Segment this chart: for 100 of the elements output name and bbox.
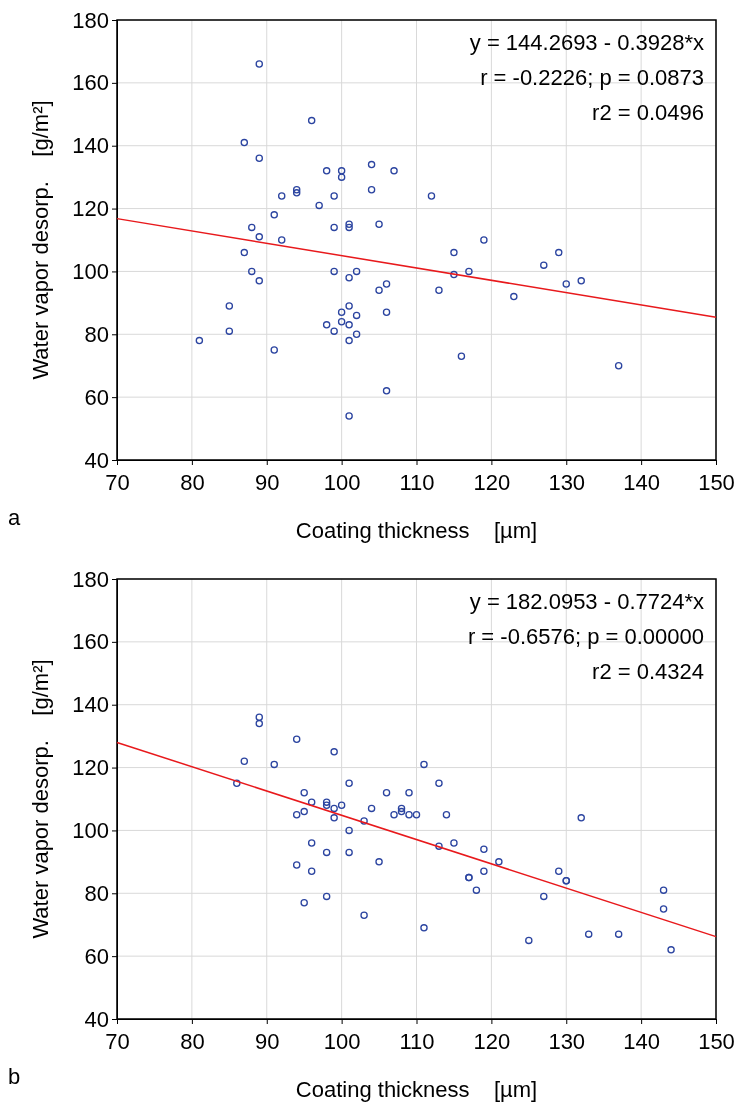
point: [300, 807, 308, 816]
point: [435, 286, 443, 295]
point: [577, 277, 585, 285]
point: [480, 845, 488, 854]
point: [375, 286, 383, 295]
x-tick-label: 90: [255, 1029, 280, 1054]
point: [390, 810, 398, 819]
point: [255, 154, 263, 163]
point: [450, 270, 458, 279]
point: [322, 801, 331, 810]
point: [307, 116, 316, 125]
point: [225, 302, 234, 310]
point: [405, 810, 413, 819]
x-tick-label: 110: [399, 470, 435, 495]
y-tick-label: 120: [72, 196, 109, 222]
point: [270, 211, 278, 219]
annotation: y = 182.0953 - 0.7724*x: [469, 589, 704, 614]
point: [614, 930, 623, 938]
point: [300, 788, 308, 797]
x-tick-label: 140: [623, 1029, 660, 1054]
y-tick-label: 140: [72, 133, 109, 159]
point: [352, 330, 361, 339]
point: [367, 160, 376, 169]
point: [315, 201, 323, 210]
x-tick-label: 110: [399, 1029, 435, 1054]
point: [337, 317, 346, 326]
point: [345, 273, 353, 282]
point: [322, 167, 331, 175]
point: [397, 807, 406, 816]
point: [337, 801, 346, 810]
y-tick-label: 160: [72, 70, 109, 96]
point: [442, 810, 451, 819]
point: [300, 898, 308, 907]
point: [255, 60, 263, 68]
point: [330, 223, 338, 232]
point: [255, 719, 263, 728]
point: [360, 817, 368, 825]
point: [382, 308, 391, 317]
point: [360, 911, 368, 920]
point: [457, 352, 466, 361]
point: [330, 267, 338, 276]
x-tick-label: 90: [255, 470, 280, 495]
point: [435, 842, 443, 850]
point: [480, 867, 488, 876]
point: [397, 804, 406, 813]
y-tick-label: 60: [84, 943, 109, 969]
point: [345, 826, 353, 835]
point: [390, 167, 398, 175]
point: [330, 804, 338, 813]
point: [292, 810, 301, 819]
text: a: [8, 505, 21, 530]
x-axis-title: Coating thickness [µm]: [295, 1077, 538, 1102]
x-tick-label: 80: [180, 1029, 205, 1054]
point: [322, 798, 331, 806]
point: [255, 277, 263, 285]
x-tick-label: 130: [548, 1029, 586, 1054]
point: [614, 361, 623, 370]
annotation: r2 = 0.4324: [592, 659, 704, 684]
point: [367, 804, 376, 813]
point: [412, 810, 421, 819]
point: [450, 248, 458, 257]
point: [525, 936, 533, 945]
point: [667, 946, 675, 954]
point: [577, 814, 585, 822]
x-tick-label: 120: [473, 470, 511, 495]
point: [555, 248, 563, 257]
point: [248, 223, 256, 232]
y-axis-title: Water vapor desorp. [g/m²]: [28, 100, 53, 380]
point: [495, 858, 503, 866]
point: [195, 336, 204, 345]
point: [233, 779, 241, 788]
y-tick-label: 140: [72, 692, 109, 718]
point: [510, 292, 518, 301]
point: [562, 280, 570, 288]
point: [345, 220, 353, 229]
point: [345, 336, 353, 345]
point: [248, 267, 256, 276]
y-axis-title: Water vapor desorp. [g/m²]: [28, 659, 53, 939]
point: [555, 867, 563, 876]
y-tick-label: 80: [84, 321, 109, 347]
point: [584, 930, 593, 938]
annotation: y = 144.2693 - 0.3928*x: [469, 30, 704, 55]
point: [345, 779, 353, 788]
y-tick-label: 40: [84, 1006, 109, 1032]
point: [352, 267, 361, 276]
y-tick-label: 180: [72, 566, 109, 592]
annotation: r = -0.6576; p = 0.00000: [467, 624, 704, 649]
point: [435, 779, 443, 788]
point: [292, 189, 301, 197]
point: [322, 321, 331, 329]
text: b: [8, 1064, 21, 1089]
point: [240, 138, 249, 147]
point: [337, 167, 346, 175]
point: [307, 798, 316, 806]
point: [427, 192, 436, 200]
point: [240, 248, 249, 257]
x-tick-label: 100: [323, 470, 361, 495]
point: [540, 261, 548, 269]
point: [420, 924, 428, 932]
point: [255, 713, 263, 722]
